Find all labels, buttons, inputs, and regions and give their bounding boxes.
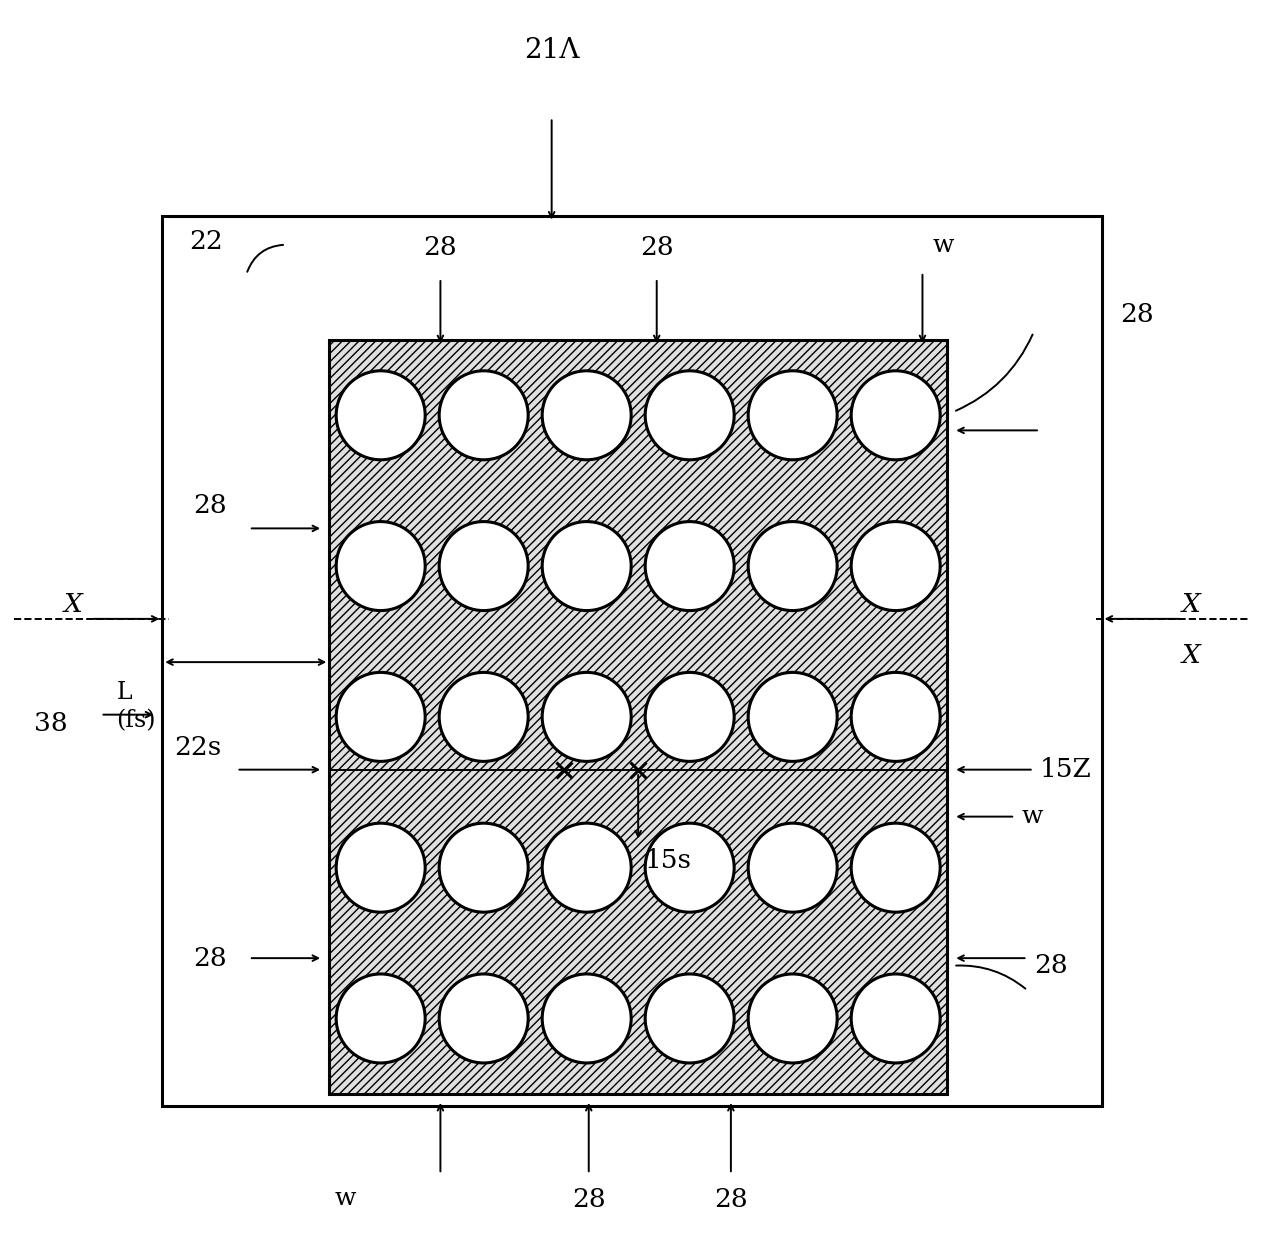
Circle shape: [439, 672, 528, 761]
Circle shape: [439, 974, 528, 1063]
Circle shape: [645, 522, 734, 611]
Text: 38: 38: [34, 711, 67, 737]
Circle shape: [748, 823, 837, 912]
Circle shape: [542, 522, 631, 611]
Bar: [162, 216, 1102, 1106]
Text: 28: 28: [714, 1187, 748, 1211]
Text: 28: 28: [193, 493, 226, 518]
Text: L
(fs): L (fs): [116, 681, 155, 732]
Text: 28: 28: [640, 235, 674, 260]
Text: 21Λ: 21Λ: [523, 37, 579, 64]
Circle shape: [336, 823, 425, 912]
Circle shape: [645, 672, 734, 761]
Text: 28: 28: [571, 1187, 605, 1211]
Text: X: X: [1182, 644, 1200, 669]
Text: w: w: [933, 234, 954, 257]
Text: 28: 28: [1034, 953, 1067, 978]
Circle shape: [748, 672, 837, 761]
Text: 28: 28: [193, 946, 226, 970]
Text: X: X: [1182, 592, 1200, 617]
Circle shape: [851, 672, 940, 761]
Circle shape: [336, 522, 425, 611]
Circle shape: [748, 371, 837, 460]
Text: 28: 28: [1120, 302, 1154, 326]
Circle shape: [851, 823, 940, 912]
Circle shape: [439, 371, 528, 460]
Text: 28: 28: [423, 235, 458, 260]
Circle shape: [851, 522, 940, 611]
Circle shape: [336, 371, 425, 460]
Circle shape: [851, 974, 940, 1063]
Circle shape: [748, 974, 837, 1063]
Circle shape: [542, 823, 631, 912]
Circle shape: [336, 672, 425, 761]
Circle shape: [851, 371, 940, 460]
Circle shape: [645, 823, 734, 912]
Text: w: w: [1021, 805, 1043, 828]
Text: X: X: [64, 592, 82, 617]
Text: 15s: 15s: [645, 848, 691, 873]
Circle shape: [542, 974, 631, 1063]
Bar: [329, 340, 947, 1094]
Circle shape: [439, 522, 528, 611]
Text: 15Z: 15Z: [1040, 758, 1092, 782]
Circle shape: [439, 823, 528, 912]
Circle shape: [336, 974, 425, 1063]
Circle shape: [542, 672, 631, 761]
Text: w: w: [335, 1187, 356, 1210]
Circle shape: [645, 974, 734, 1063]
Circle shape: [748, 522, 837, 611]
Text: 22: 22: [188, 229, 222, 253]
Circle shape: [645, 371, 734, 460]
Text: 22s: 22s: [174, 734, 221, 760]
Circle shape: [542, 371, 631, 460]
